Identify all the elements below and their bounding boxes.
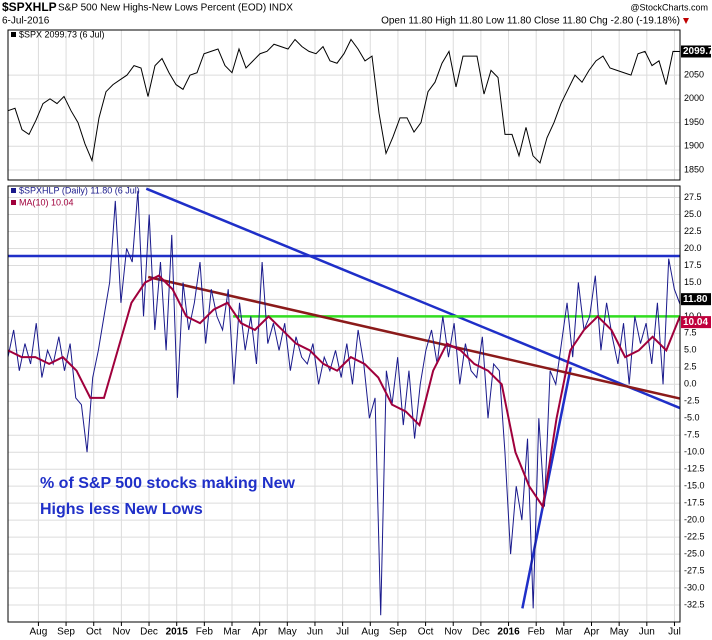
plot-border — [7, 185, 681, 623]
plots: 2050 2000 1950 1900 1850 $SPX 2099.73 (6 Jul)… — [7, 29, 712, 638]
x-tick-label: May — [278, 627, 297, 638]
y-tick-label: 2050 — [684, 69, 704, 79]
y-tick-label: -15.0 — [684, 481, 705, 491]
x-tick-label: Jun — [639, 627, 655, 638]
x-tick-label: Oct — [86, 627, 102, 638]
y-tick-label: -27.5 — [684, 565, 705, 575]
y-tick-label: 15.0 — [684, 277, 702, 287]
last-value-box — [681, 316, 711, 329]
y-tick-label: -10.0 — [684, 447, 705, 457]
x-tick-label: Aug — [361, 627, 379, 638]
y-tick-label: 2000 — [684, 93, 704, 103]
legend-label: MA(10) 10.04 — [19, 197, 74, 207]
x-tick-label: Apr — [584, 627, 600, 638]
x-tick-label: Nov — [444, 627, 462, 638]
plot-area — [8, 30, 680, 180]
y-tick-label: 0.0 — [684, 379, 697, 389]
y-tick-label: 25.0 — [684, 209, 702, 219]
y-tick-label: 7.5 — [684, 328, 697, 338]
plot-area — [8, 186, 680, 622]
series-line — [7, 38, 681, 164]
last-value-label: 2099.73 — [683, 46, 712, 57]
y-tick-label: -12.5 — [684, 464, 705, 474]
series-line — [7, 274, 681, 510]
trendline — [147, 275, 681, 400]
x-tick-label: Feb — [528, 627, 546, 638]
down-arrow — [683, 18, 689, 24]
x-tick-label: Jul — [668, 627, 681, 638]
y-tick-label: -22.5 — [684, 531, 705, 541]
x-tick-label: Oct — [418, 627, 434, 638]
date: 6-Jul-2016 — [2, 16, 50, 27]
series-line — [7, 190, 681, 616]
chart-title: S&P 500 New Highs-New Lows Percent (EOD)… — [58, 3, 293, 14]
y-tick-label: 1900 — [684, 141, 704, 151]
x-tick-label: 2016 — [497, 627, 520, 638]
y-tick-label: -2.5 — [684, 396, 700, 406]
y-tick-label: -5.0 — [684, 413, 700, 423]
legend-label: $SPXHLP (Daily) 11.80 (6 Jul) — [19, 185, 140, 195]
x-tick-label: Apr — [252, 627, 268, 638]
y-tick-label: 27.5 — [684, 192, 702, 202]
y-tick-label: -17.5 — [684, 498, 705, 508]
x-tick-label: May — [610, 627, 629, 638]
y-tick-label: 5.0 — [684, 345, 697, 355]
legend-swatch — [11, 32, 16, 37]
x-tick-label: Feb — [196, 627, 214, 638]
y-tick-label: -20.0 — [684, 515, 705, 525]
y-tick-label: 20.0 — [684, 243, 702, 253]
y-tick-label: 10.0 — [684, 311, 702, 321]
legend-swatch — [11, 188, 16, 193]
x-tick-label: 2015 — [166, 627, 189, 638]
y-tick-label: 17.5 — [684, 260, 702, 270]
x-tick-label: Nov — [112, 627, 130, 638]
quote: Open 11.80 High 11.80 Low 11.80 Close 11… — [381, 16, 680, 27]
last-value-label: 11.80 — [683, 294, 708, 305]
x-tick-label: Dec — [472, 627, 490, 638]
x-tick-label: Dec — [140, 627, 158, 638]
x-tick-label: Jul — [336, 627, 349, 638]
x-tick-label: Aug — [30, 627, 48, 638]
last-value-box — [681, 45, 711, 58]
x-tick-label: Mar — [555, 627, 573, 638]
trendline — [145, 187, 681, 410]
legend-label: $SPX 2099.73 (6 Jul) — [19, 29, 105, 39]
plot-border — [7, 29, 681, 181]
source: @StockCharts.com — [630, 2, 708, 12]
x-tick-label: Mar — [223, 627, 241, 638]
x-tick-label: Sep — [57, 627, 75, 638]
y-tick-label: 1950 — [684, 117, 704, 127]
x-tick-label: Jun — [307, 627, 323, 638]
last-value-label: 10.04 — [683, 317, 708, 328]
y-tick-label: -7.5 — [684, 430, 700, 440]
last-value-box — [681, 293, 711, 306]
y-tick-label: -25.0 — [684, 548, 705, 558]
y-tick-label: 22.5 — [684, 226, 702, 236]
x-tick-label: Sep — [389, 627, 407, 638]
y-tick-label: -30.0 — [684, 582, 705, 592]
y-tick-label: -32.5 — [684, 599, 705, 609]
annotation: Highs less New Lows — [40, 501, 203, 518]
symbol: $SPXHLP — [2, 0, 57, 14]
annotation: % of S&P 500 stocks making New — [40, 475, 295, 492]
y-tick-label: 1850 — [684, 164, 704, 174]
legend-swatch — [11, 200, 16, 205]
y-tick-label: 2.5 — [684, 362, 697, 372]
